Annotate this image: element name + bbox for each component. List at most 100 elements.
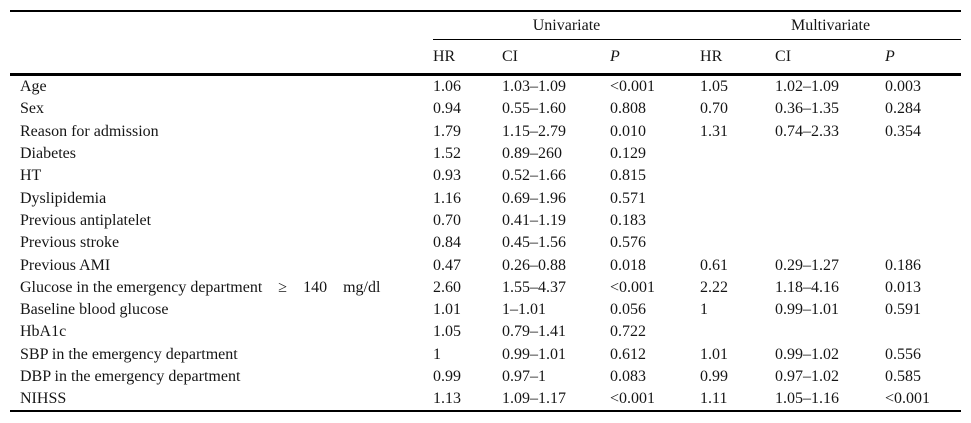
regression-results-table: Univariate Multivariate HR CI P HR CI P …	[10, 10, 962, 413]
row-label: Sex	[20, 100, 44, 118]
univariate-p-value: <0.001	[610, 278, 656, 296]
multivariate-hr-value: 0.61	[700, 256, 729, 274]
table-row: Glucose in the emergency department ≥ 14…	[10, 277, 961, 299]
multivariate-p-value	[885, 187, 961, 209]
table-row: Dyslipidemia 1.16 0.69–1.96 0.571	[10, 187, 961, 209]
table-row: Previous stroke 0.84 0.45–1.56 0.576	[10, 232, 961, 254]
multivariate-p-value: 0.003	[885, 78, 922, 96]
univariate-p-value: 0.722	[610, 323, 646, 341]
univariate-ci-value: 1.09–1.17	[502, 390, 566, 408]
row-label: HT	[20, 167, 42, 185]
multivariate-p-value: 0.013	[885, 278, 922, 296]
multivariate-ci-value	[775, 321, 885, 343]
row-label: DBP in the emergency department	[20, 368, 241, 385]
row-label: HbA1c	[20, 323, 67, 341]
table-row: Previous antiplatelet 0.70 0.41–1.19 0.183	[10, 210, 961, 232]
univariate-hr-value: 0.93	[433, 167, 461, 185]
multivariate-ci-value: 0.29–1.27	[775, 256, 840, 274]
univariate-p-value: 0.083	[610, 368, 646, 385]
univariate-ci-value: 0.26–0.88	[502, 256, 566, 274]
multivariate-ci-value: 0.99–1.01	[775, 301, 840, 319]
multivariate-ci-value: 0.74–2.33	[775, 122, 840, 140]
multivariate-hr-value: 1	[700, 301, 709, 319]
multivariate-ci-value: 0.97–1.02	[775, 368, 840, 385]
table-header: Univariate Multivariate HR CI P HR CI P	[10, 11, 962, 76]
univariate-hr-value: 1	[433, 345, 441, 363]
univariate-p-value: 0.571	[610, 189, 646, 207]
univariate-p-value: 0.815	[610, 167, 646, 185]
row-label: SBP in the emergency department	[20, 345, 238, 363]
univariate-ci-value: 0.45–1.56	[502, 234, 566, 252]
univariate-ci-value: 0.41–1.19	[502, 211, 566, 229]
empty-label-header-cell	[10, 39, 433, 76]
univariate-p-value: 0.056	[610, 301, 646, 319]
univariate-hr-value: 1.06	[433, 78, 461, 96]
row-label: Previous stroke	[20, 234, 120, 252]
empty-corner-cell	[10, 11, 433, 40]
row-label: Baseline blood glucose	[20, 301, 169, 319]
table-row: Age 1.06 1.03–1.09 <0.001 1.05 1.02–1.09 0.003	[10, 75, 961, 99]
multivariate-hr-value: 1.01	[700, 345, 729, 363]
multivariate-ci-value	[775, 165, 885, 187]
univariate-hr-value: 0.70	[433, 211, 461, 229]
row-label: Previous antiplatelet	[20, 211, 152, 229]
table-row: Baseline blood glucose 1.01 1–1.01 0.056 1 0.…	[10, 299, 961, 321]
row-label: Previous AMI	[20, 256, 111, 274]
multivariate-ci-value	[775, 187, 885, 209]
multivariate-hr-value: 0.99	[700, 368, 729, 385]
row-label: Dyslipidemia	[20, 189, 107, 207]
univariate-hr-value: 1.79	[433, 122, 461, 140]
univariate-p-value: <0.001	[610, 78, 656, 96]
col-header-univariate-p: P	[610, 39, 701, 76]
table-row: Sex 0.94 0.55–1.60 0.808 0.70 0.36–1.35 0.284	[10, 98, 961, 120]
multivariate-p-value	[885, 321, 961, 343]
multivariate-p-value: 0.354	[885, 122, 922, 140]
row-label: Age	[20, 78, 47, 96]
table-row: Reason for admission 1.79 1.15–2.79 0.010 1.…	[10, 121, 961, 143]
univariate-ci-value: 0.69–1.96	[502, 189, 566, 207]
column-header-row: HR CI P HR CI P	[10, 39, 962, 76]
univariate-ci-value: 1.55–4.37	[502, 278, 566, 296]
univariate-ci-value: 1.03–1.09	[502, 78, 566, 96]
univariate-hr-value: 2.60	[433, 278, 461, 296]
multivariate-hr-value: 1.11	[700, 390, 728, 408]
multivariate-p-value: 0.186	[885, 256, 922, 274]
multivariate-p-value	[885, 232, 961, 254]
multivariate-hr-value: 2.22	[700, 278, 729, 296]
univariate-hr-value: 0.94	[433, 100, 461, 118]
multivariate-p-value: 0.284	[885, 100, 922, 118]
multivariate-ci-value	[775, 232, 885, 254]
multivariate-hr-value	[700, 165, 775, 187]
row-label: NIHSS	[20, 390, 67, 408]
multivariate-p-value	[885, 210, 961, 232]
multivariate-hr-value	[700, 143, 775, 165]
univariate-p-value: 0.018	[610, 256, 646, 274]
multivariate-hr-value: 1.05	[700, 78, 729, 96]
multivariate-hr-value	[700, 321, 775, 343]
univariate-ci-value: 1.15–2.79	[502, 122, 566, 140]
table-body: Age 1.06 1.03–1.09 <0.001 1.05 1.02–1.09 0.003…	[10, 75, 961, 412]
univariate-ci-value: 1–1.01	[502, 301, 546, 319]
table-row: Diabetes 1.52 0.89–260 0.129	[10, 143, 961, 165]
multivariate-p-value: 0.591	[885, 301, 922, 319]
row-label: Glucose in the emergency department ≥ 14…	[20, 278, 381, 296]
univariate-p-value: 0.808	[610, 100, 646, 118]
multivariate-hr-value	[700, 187, 775, 209]
multivariate-ci-value: 0.99–1.02	[775, 345, 840, 363]
table-row: SBP in the emergency department 1 0.99–1.0…	[10, 344, 961, 366]
group-header-row: Univariate Multivariate	[10, 11, 962, 40]
univariate-ci-value: 0.55–1.60	[502, 100, 566, 118]
univariate-p-value: 0.183	[610, 211, 646, 229]
univariate-hr-value: 1.01	[433, 301, 461, 319]
multivariate-ci-value: 1.02–1.09	[775, 78, 840, 96]
univariate-hr-value: 0.99	[433, 368, 461, 385]
univariate-hr-value: 1.05	[433, 323, 461, 341]
univariate-ci-value: 0.79–1.41	[502, 323, 566, 341]
multivariate-p-value: 0.585	[885, 368, 922, 385]
row-label: Diabetes	[20, 145, 76, 163]
univariate-hr-value: 1.13	[433, 390, 461, 408]
multivariate-hr-value	[700, 232, 775, 254]
table-row: HT 0.93 0.52–1.66 0.815	[10, 165, 961, 187]
multivariate-hr-value	[700, 210, 775, 232]
